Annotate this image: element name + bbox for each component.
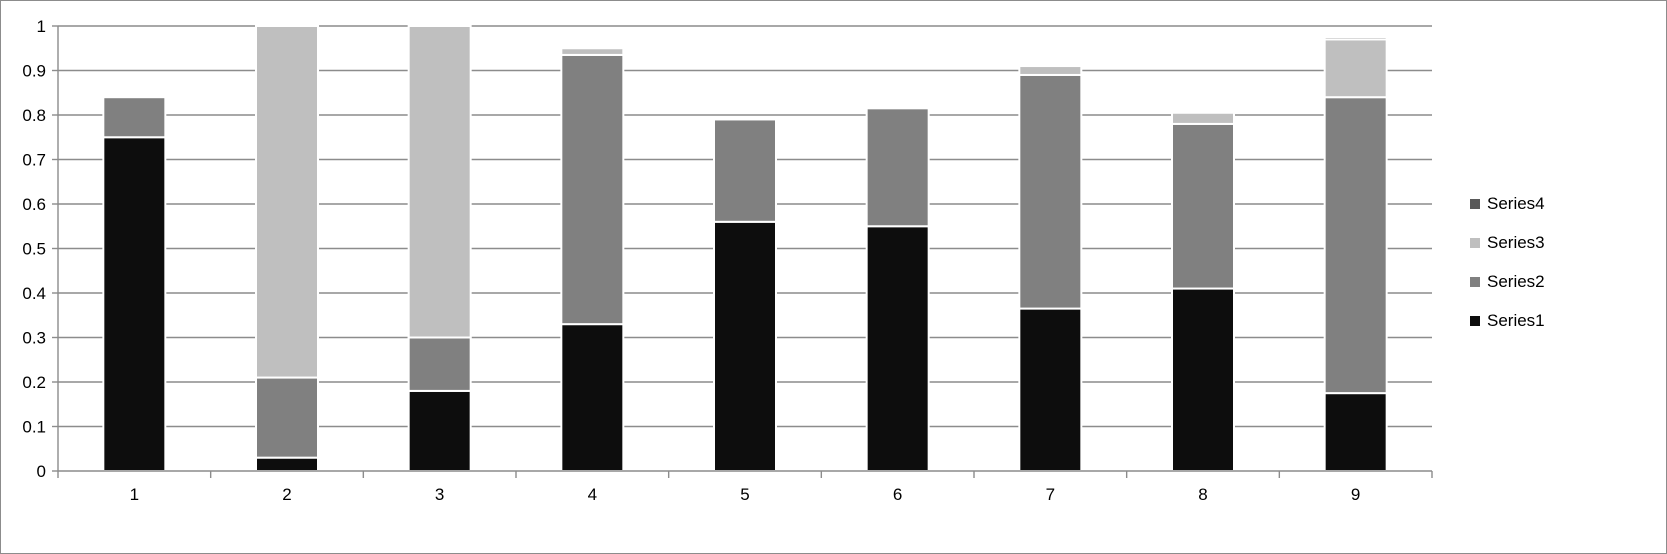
- bar-series2-8: [1171, 122, 1235, 290]
- y-tick-label: 0.1: [22, 418, 46, 437]
- bar-series3-2: [255, 25, 319, 379]
- bar-series2-5: [713, 118, 777, 223]
- bar-series2-7: [1018, 73, 1083, 310]
- bar-series1-7: [1018, 307, 1083, 473]
- y-tick-label: 0: [37, 462, 46, 481]
- bars: [102, 25, 1388, 473]
- axes: 0 0.1 0.2 0.3 0.4 0.5 0.6 0.7 0.8 0.9 1 1 2 3 4 5 6 7 8 9: [22, 17, 1433, 504]
- bar-series1-2: [255, 456, 319, 472]
- bar-series1-9: [1323, 392, 1388, 472]
- x-tick-label: 4: [588, 485, 597, 504]
- x-tick-label: 8: [1198, 485, 1207, 504]
- x-tick-label: 1: [130, 485, 139, 504]
- bar-series1-8: [1171, 287, 1235, 472]
- y-tick-label: 0.8: [22, 106, 46, 125]
- legend-swatch-series3: [1470, 238, 1480, 248]
- legend-label-series4: Series4: [1487, 194, 1545, 213]
- legend-label-series3: Series3: [1487, 233, 1545, 252]
- bar-series1-5: [713, 220, 777, 472]
- x-tick-label: 5: [740, 485, 749, 504]
- bar-series3-8: [1171, 111, 1235, 125]
- bar-series3-7: [1018, 65, 1083, 76]
- y-tick-label: 0.6: [22, 195, 46, 214]
- bar-series2-1: [102, 96, 167, 139]
- bar-series2-6: [865, 107, 930, 228]
- legend-label-series1: Series1: [1487, 311, 1545, 330]
- bar-series2-3: [407, 336, 472, 392]
- x-tick-label: 7: [1046, 485, 1055, 504]
- y-tick-label: 0.7: [22, 151, 46, 170]
- bar-series1-1: [102, 136, 167, 472]
- x-tick-label: 9: [1351, 485, 1360, 504]
- bar-series3-9: [1323, 38, 1388, 99]
- bar-series1-3: [407, 389, 472, 472]
- bar-series2-4: [560, 53, 625, 326]
- legend-swatch-series1: [1470, 316, 1480, 326]
- y-tick-label: 0.9: [22, 62, 46, 81]
- legend-label-series2: Series2: [1487, 272, 1545, 291]
- y-tick-label: 1: [37, 17, 46, 36]
- x-tick-label: 2: [282, 485, 291, 504]
- x-tick-label: 3: [435, 485, 444, 504]
- bar-series3-3: [407, 25, 472, 339]
- y-tick-label: 0.2: [22, 373, 46, 392]
- bar-series3-4: [560, 47, 625, 56]
- y-tick-label: 0.4: [22, 284, 46, 303]
- bar-series1-6: [865, 225, 930, 472]
- bar-series2-9: [1323, 96, 1388, 395]
- bar-series4-9: [1323, 36, 1388, 41]
- y-tick-label: 0.3: [22, 329, 46, 348]
- legend: Series4 Series3 Series2 Series1: [1470, 194, 1545, 330]
- bar-series2-2: [255, 376, 319, 459]
- y-tick-label: 0.5: [22, 240, 46, 259]
- legend-swatch-series4: [1470, 199, 1480, 209]
- legend-swatch-series2: [1470, 277, 1480, 287]
- x-tick-label: 6: [893, 485, 902, 504]
- bar-series1-4: [560, 323, 625, 472]
